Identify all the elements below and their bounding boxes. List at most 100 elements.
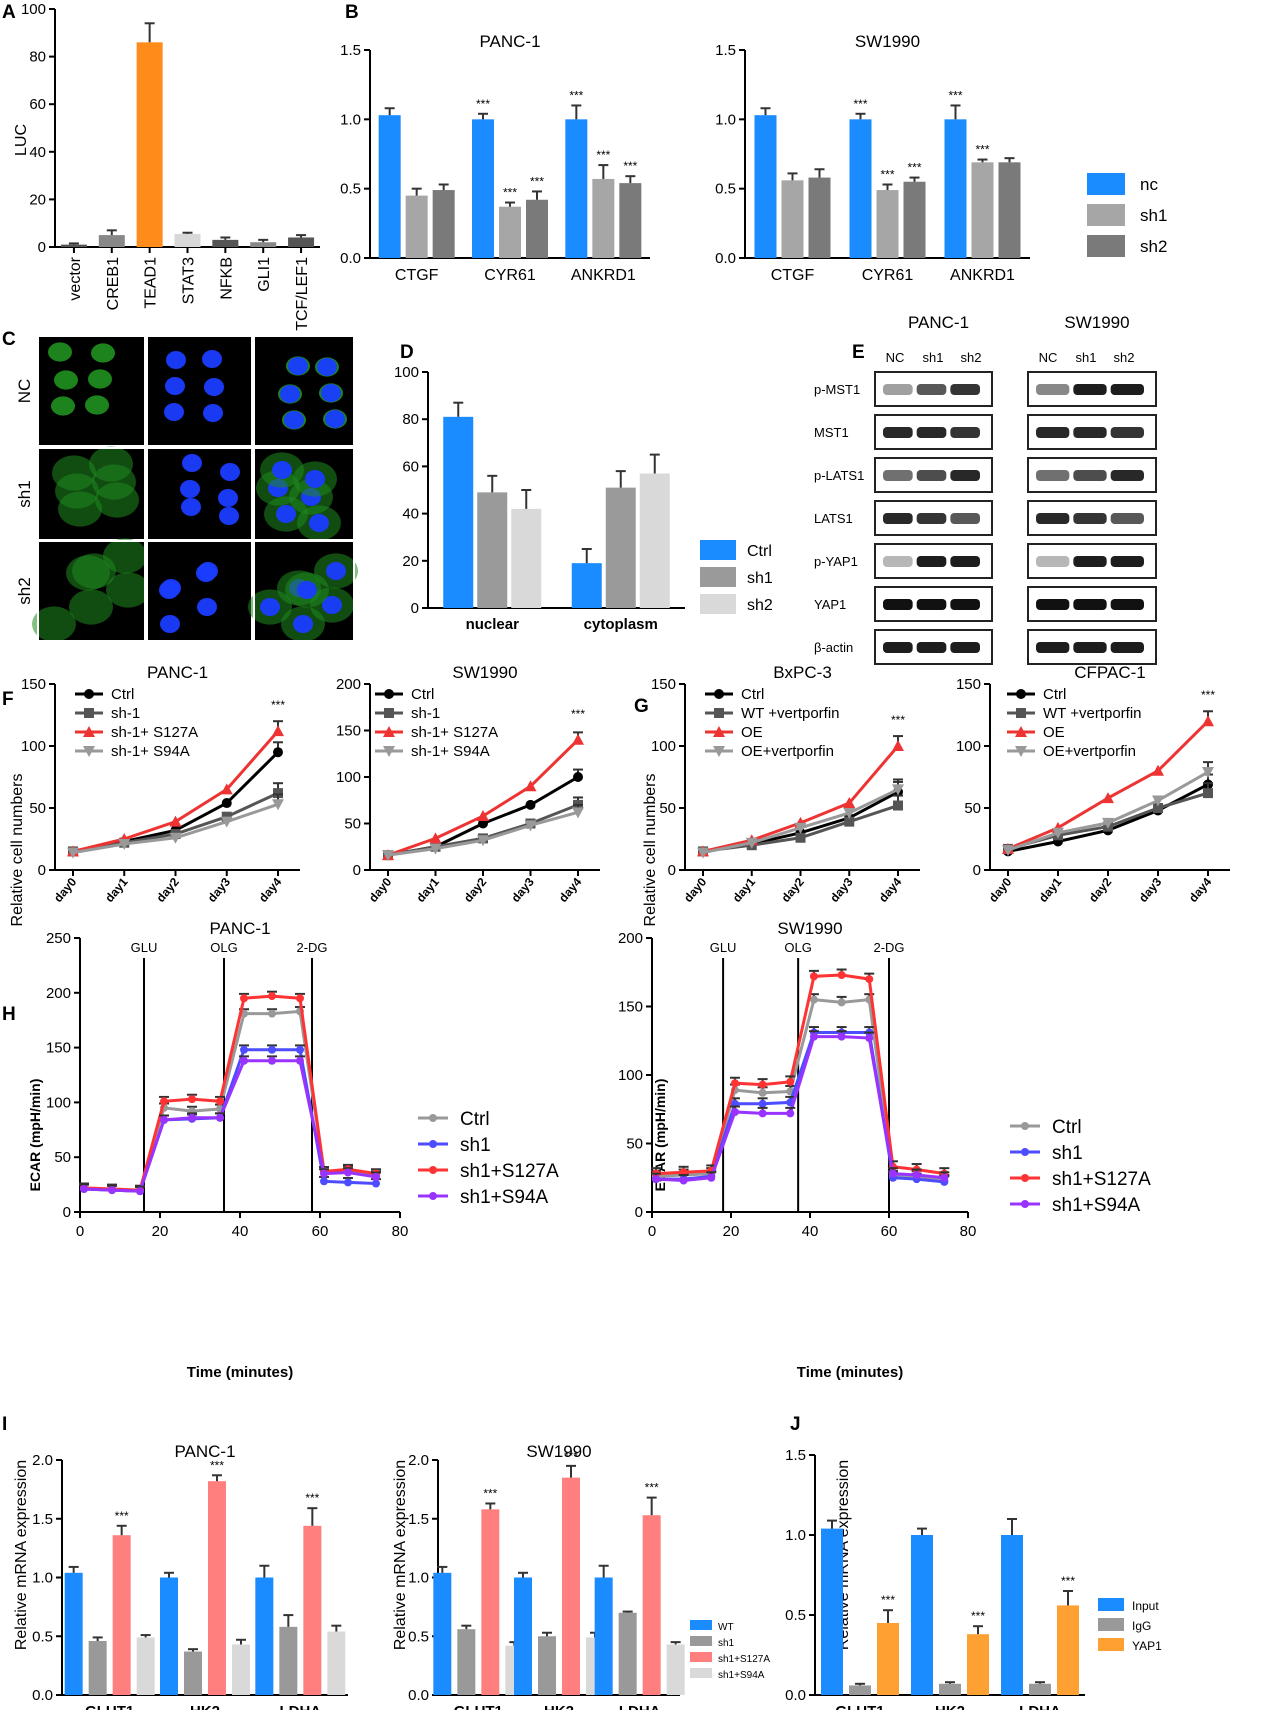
micrograph-green-signal (91, 343, 115, 363)
panel-b-panc1-bar-sh1 (405, 195, 428, 258)
panel-g-cfpac1-sig: *** (1201, 688, 1215, 702)
panel-h-legend-label: sh1+S94A (460, 1187, 549, 1208)
blot-band (950, 470, 980, 481)
panel-g-bxpc3-sig: *** (891, 713, 905, 727)
panel-b-sw1990-bar-nc (849, 119, 872, 258)
panel-h-sw1990-point (912, 1171, 921, 1180)
panel-f-sw1990-point (524, 820, 537, 832)
panel-f-panc1-legend-label: sh-1+ S94A (111, 743, 190, 760)
panel-h-sw1990-point (651, 1175, 660, 1184)
panel-h-panc1-ytick-label: 150 (46, 1040, 71, 1057)
panel-d-legend-label: sh1 (747, 570, 773, 587)
panel-f-sw1990-point (572, 807, 584, 819)
blot-band (916, 470, 947, 481)
micrograph-nucleus (166, 351, 186, 369)
panel-f-panc1-legend-marker (84, 708, 94, 718)
panel-h-panc1-point (136, 1187, 144, 1196)
panel-h-panc1-injection-label: 2-DG (296, 940, 327, 955)
panel-g-cfpac1-point (1052, 827, 1064, 839)
panel-h-sw1990-point (758, 1099, 767, 1108)
panel-letter-h: H (2, 1004, 16, 1025)
panel-a-ytick-label: 0 (38, 239, 46, 256)
panel-g-bxpc3-xtick-label: day2 (778, 875, 807, 905)
panel-i-panc1-bar-sh1s94a (232, 1644, 250, 1695)
panel-i-sw1990-sig: *** (645, 1481, 659, 1495)
panel-d-ytick-label: 60 (402, 458, 419, 475)
panel-j-ytick-label: 1.0 (785, 1527, 806, 1544)
panel-g-bxpc3-legend-label: WT +vertporfin (741, 705, 840, 722)
panel-f-sw1990-point (429, 843, 442, 855)
panel-h-sw1990-ytick-label: 150 (618, 999, 643, 1016)
panel-h-legend-label: sh1+S127A (460, 1161, 559, 1182)
panel-g-cfpac1-legend-label: Ctrl (1043, 686, 1066, 703)
blot-band (1036, 384, 1070, 395)
panel-a-bar (98, 235, 125, 247)
panel-letter-c: C (2, 329, 16, 350)
panel-j-ytick-label: 1.5 (785, 1447, 806, 1464)
panel-h-sw1990-point (865, 975, 874, 984)
panel-j-bar-input (911, 1535, 933, 1695)
blot-band (1036, 556, 1070, 567)
panel-h-panc1-ytick-label: 250 (46, 930, 71, 947)
blot-band (1036, 513, 1070, 524)
panel-g-cfpac1-point (1153, 803, 1163, 813)
panel-letter-e: E (852, 342, 865, 363)
panel-g-cfpac1-legend-marker (1015, 746, 1027, 757)
panel-h-panc1-series-line (83, 1009, 377, 1193)
panel-e-group-title: SW1990 (1064, 313, 1129, 332)
panel-g-cfpac1-point (1152, 764, 1164, 776)
panel-b-panc1-sig: *** (530, 174, 544, 188)
panel-g-bxpc3-legend-label: OE+vertporfin (741, 743, 834, 760)
panel-i-ylabel-right: Relative mRNA expression (392, 1460, 409, 1650)
panel-f-panc1-point (67, 847, 79, 859)
micrograph-green-signal (88, 369, 112, 389)
panel-b-sw1990-bar-sh1 (781, 180, 804, 258)
panel-j-category-label: HK2 (935, 1703, 965, 1710)
panel-b-panc1-bar-sh2 (619, 183, 642, 258)
blot-band (883, 470, 913, 481)
panel-f-sw1990-ytick-label: 100 (336, 769, 361, 786)
blot-band (1073, 470, 1107, 481)
panel-letter-d: D (400, 342, 414, 363)
panel-h-xlabel-left: Time (minutes) (187, 1364, 293, 1381)
panel-b-sw1990-bar-nc (944, 119, 967, 258)
micrograph-green-signal (52, 455, 96, 491)
panel-b-chart-title: PANC-1 (479, 32, 540, 51)
panel-i-panc1-category-label: LDHA (279, 1703, 321, 1710)
blot-band (1110, 513, 1144, 524)
panel-b-sw1990-sig: *** (880, 168, 894, 182)
panel-h-panc1-injection-label: OLG (210, 940, 237, 955)
blot-band (950, 384, 980, 395)
panel-h-sw1990-point (837, 998, 846, 1007)
panel-b-legend-swatch (1087, 173, 1125, 195)
panel-f-sw1990-point (477, 835, 489, 847)
panel-f-sw1990-legend-marker (383, 746, 395, 757)
panel-h-sw1990-point (786, 1077, 795, 1086)
panel-d-legend-label: Ctrl (747, 543, 772, 560)
panel-i-sw1990-bar-sh1s94a (666, 1644, 685, 1695)
micrograph-nucleus (260, 598, 280, 616)
panel-i-legend-label: WT (718, 1622, 734, 1633)
panel-f-panc1-point (169, 815, 182, 827)
panel-g-bxpc3-point (794, 822, 807, 834)
blot-band (883, 599, 913, 610)
panel-h-sw1990-point (758, 1088, 767, 1097)
panel-b-sw1990-ytick-label: 0.0 (715, 250, 736, 267)
panel-f-panc1-legend-label: sh-1 (111, 705, 140, 722)
panel-g-bxpc3-ytick-label: 0 (668, 862, 676, 879)
panel-i-sw1990-ytick-label: 1.5 (408, 1511, 429, 1528)
panel-b-sw1990-sig: *** (975, 143, 989, 157)
panel-g-bxpc3-legend-marker (713, 726, 725, 737)
micrograph-green-signal (89, 446, 133, 482)
panel-d-legend-swatch (700, 594, 736, 614)
micrograph-cell (147, 336, 252, 446)
panel-j-bar-igg (849, 1685, 871, 1695)
panel-h-xlabel-right: Time (minutes) (797, 1364, 903, 1381)
panel-b-panc1-sig: *** (569, 88, 583, 102)
panel-b-panc1-category-label: CYR61 (484, 267, 536, 284)
panel-i-legend-label: sh1+S94A (718, 1670, 765, 1681)
panel-f-sw1990-legend-marker (384, 708, 394, 718)
panel-g-bxpc3-point (843, 797, 856, 809)
panel-i-sw1990-bar-sh1 (618, 1612, 637, 1695)
panel-a-category-label: GLI1 (256, 257, 273, 292)
